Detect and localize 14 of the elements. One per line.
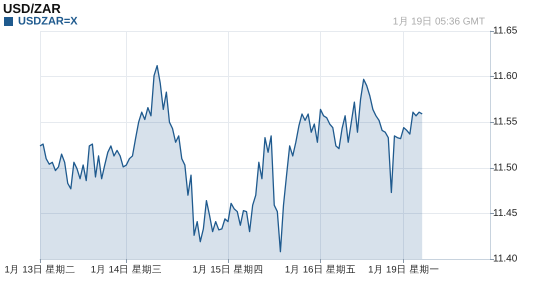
chart-subtitle: 1月 19日 05:36 GMT bbox=[392, 16, 486, 28]
y-tick-label: 11.60 bbox=[493, 71, 518, 82]
chart-title: USD/ZAR bbox=[3, 1, 62, 16]
x-tick-label: 1月 15日 星期四 bbox=[192, 264, 264, 276]
legend-label: USDZAR=X bbox=[18, 16, 78, 28]
y-tick-label: 11.55 bbox=[493, 116, 518, 128]
y-tick-label: 11.45 bbox=[493, 208, 518, 219]
x-tick-label: 1月 16日 星期五 bbox=[284, 264, 356, 276]
x-tick-label: 1月 19日 星期一 bbox=[368, 264, 440, 276]
y-tick-label: 11.40 bbox=[493, 254, 518, 264]
x-tick-label: 1月 13日 星期二 bbox=[4, 264, 76, 276]
x-tick-label: 1月 14日 星期三 bbox=[90, 264, 162, 276]
y-tick-label: 11.50 bbox=[493, 162, 518, 174]
y-tick-label: 11.65 bbox=[493, 26, 518, 36]
